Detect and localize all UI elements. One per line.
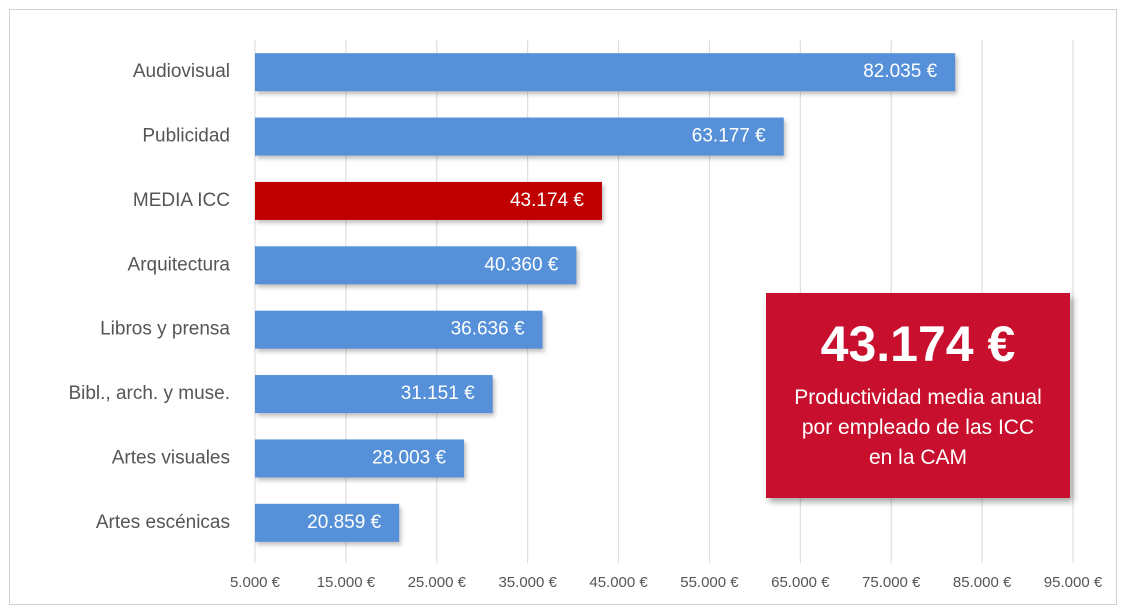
value-label: 43.174 € <box>510 190 584 211</box>
bar <box>255 181 602 220</box>
value-label: 63.177 € <box>692 126 766 147</box>
y-tick-label: Publicidad <box>142 126 230 147</box>
annotation-text: Productividad media anual por empleado d… <box>794 386 1042 469</box>
bar <box>255 503 400 542</box>
x-tick-label: 85.000 € <box>953 574 1012 591</box>
x-tick-label: 95.000 € <box>1044 574 1103 591</box>
x-tick-label: 15.000 € <box>317 574 376 591</box>
y-tick-label: Arquitectura <box>128 254 231 275</box>
annotation-headline: 43.174 € <box>820 316 1016 372</box>
x-tick-label: 75.000 € <box>862 574 921 591</box>
x-tick-label: 35.000 € <box>498 574 557 591</box>
bar <box>255 375 493 414</box>
bar <box>255 117 784 156</box>
x-tick-label: 55.000 € <box>680 574 739 591</box>
annotation-box: 43.174 € Productividad media anual por e… <box>766 293 1070 498</box>
bar <box>255 310 543 349</box>
y-tick-label: Artes visuales <box>112 447 230 468</box>
bar <box>255 246 577 285</box>
y-tick-label: Audiovisual <box>133 61 230 82</box>
y-tick-label: Artes escénicas <box>96 512 230 533</box>
value-label: 20.859 € <box>307 512 381 533</box>
y-tick-label: Libros y prensa <box>100 319 230 340</box>
y-tick-label: Bibl., arch. y muse. <box>68 383 230 404</box>
y-tick-label: MEDIA ICC <box>133 190 230 211</box>
bar <box>255 439 465 478</box>
value-label: 31.151 € <box>401 383 475 404</box>
frame <box>9 9 1117 605</box>
value-label: 36.636 € <box>451 319 525 340</box>
value-label: 82.035 € <box>863 61 937 82</box>
bar <box>255 53 956 92</box>
value-label: 40.360 € <box>484 254 558 275</box>
x-tick-label: 5.000 € <box>230 574 281 591</box>
x-tick-label: 65.000 € <box>771 574 830 591</box>
value-label: 28.003 € <box>372 447 446 468</box>
x-tick-label: 45.000 € <box>589 574 648 591</box>
x-tick-label: 25.000 € <box>408 574 467 591</box>
